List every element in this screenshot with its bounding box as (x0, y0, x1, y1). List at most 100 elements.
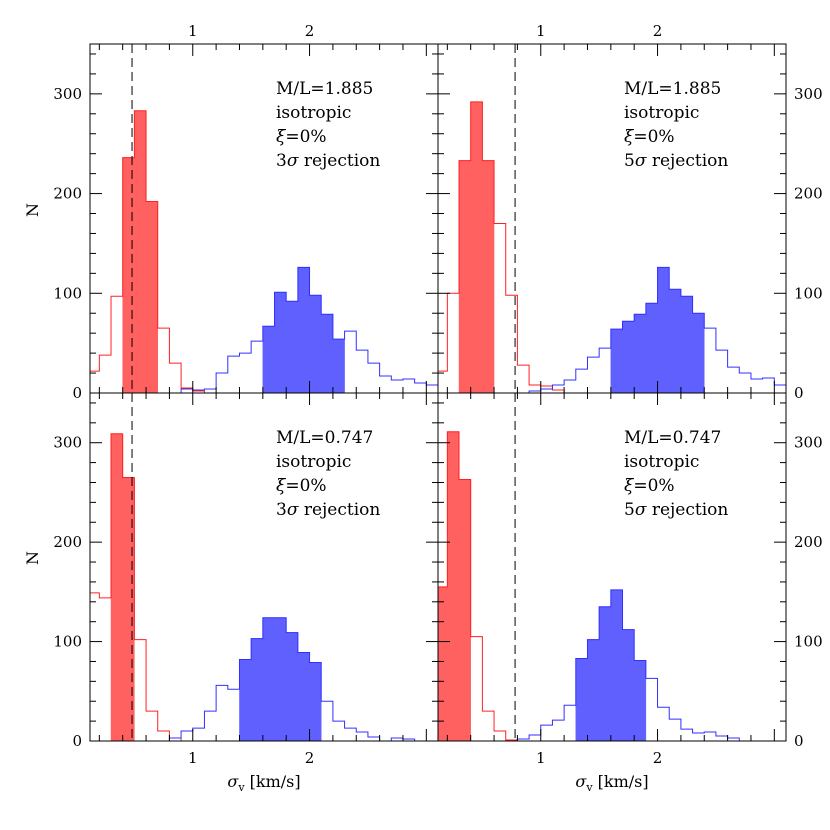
annotation-text: =0% (633, 476, 674, 496)
annotation-line: ξ=0% (624, 127, 675, 147)
annotation-line: 3σ rejection (276, 500, 380, 520)
x-tick-label: 1 (536, 22, 546, 40)
annotation-text: rejection (646, 151, 728, 171)
blue-bar (633, 660, 647, 741)
x-axis-label-unit: [km/s] (245, 772, 301, 791)
annotation-symbol: σ (287, 151, 299, 171)
annotation-line: 3σ rejection (276, 151, 380, 171)
y-tick-label: 100 (53, 284, 82, 302)
y-tick-label: 300 (53, 85, 82, 103)
blue-histogram-outline (157, 266, 438, 393)
annotation-symbol: σ (287, 500, 299, 520)
blue-bar (262, 325, 275, 393)
y-axis-label: N (23, 203, 42, 217)
y-tick-label: 300 (794, 85, 823, 103)
x-axis-label-unit: [km/s] (593, 772, 649, 791)
ticks (438, 44, 786, 394)
blue-bar (598, 606, 612, 741)
annotation-text: 3 (276, 500, 287, 520)
blue-bar (262, 617, 275, 741)
y-tick-label: 200 (794, 185, 823, 203)
annotation-symbol: ξ (276, 476, 287, 496)
blue-bar (610, 328, 623, 393)
panel-frame (437, 392, 787, 742)
red-histogram-outline (90, 433, 193, 741)
annotation-line: 5σ rejection (624, 500, 728, 520)
y-tick-label: 0 (794, 732, 804, 750)
annotation-line: M/L=1.885 (624, 79, 721, 99)
annotation-text: 5 (624, 151, 635, 171)
blue-bar (668, 289, 682, 393)
y-tick-label: 100 (794, 633, 823, 651)
blue-bar (622, 629, 635, 741)
panel-top-right: M/L=1.885 isotropic ξ=0% 5σ rejection (437, 43, 787, 394)
plot-area (90, 393, 427, 741)
y-tick-label: 100 (794, 284, 823, 302)
red-bar (122, 477, 135, 741)
annotation-symbol: ξ (276, 127, 287, 147)
plot-area (438, 44, 786, 393)
annotation-symbol: ξ (624, 127, 635, 147)
y-tick-label: 300 (794, 434, 823, 452)
annotation-line: isotropic (624, 452, 699, 472)
red-bar (447, 431, 460, 741)
red-histogram-outline (438, 431, 530, 741)
red-bar (458, 479, 471, 741)
x-axis-label-subscript: v (585, 781, 593, 794)
y-tick-label: 0 (794, 384, 804, 402)
annotation-line: isotropic (276, 452, 351, 472)
blue-bar (309, 662, 322, 741)
annotation-line: 5σ rejection (624, 151, 728, 171)
panel-bottom-right: M/L=0.747 isotropic ξ=0% 5σ rejection (437, 392, 787, 742)
annotation-line: isotropic (624, 103, 699, 123)
y-tick-label: 0 (72, 732, 82, 750)
red-bar (438, 586, 448, 741)
panel-bottom-left: M/L=0.747 isotropic ξ=0% 3σ rejection (89, 392, 439, 742)
y-tick-label: 200 (53, 185, 82, 203)
y-axis-label: N (23, 551, 42, 565)
annotation-text: =0% (285, 476, 326, 496)
annotation-line: M/L=1.885 (276, 79, 373, 99)
y-tick-label: 300 (53, 434, 82, 452)
blue-bar (633, 313, 647, 393)
x-axis-label-subscript: v (237, 781, 245, 794)
blue-bar (645, 303, 658, 393)
annotation-text: rejection (646, 500, 728, 520)
red-bar (122, 157, 135, 393)
blue-bar (297, 652, 310, 741)
x-axis-label: σv [km/s] (227, 772, 300, 794)
x-tick-label: 2 (305, 749, 315, 767)
annotation-symbol: ξ (624, 476, 635, 496)
blue-bar (274, 292, 287, 393)
blue-bar (610, 589, 623, 741)
y-tick-label: 200 (794, 533, 823, 551)
annotation-text: 3 (276, 151, 287, 171)
y-tick-label: 200 (53, 533, 82, 551)
annotation-line: M/L=0.747 (276, 428, 373, 448)
annotation-text: 5 (624, 500, 635, 520)
red-histogram-outline (90, 110, 228, 393)
blue-bar (332, 338, 345, 393)
blue-bar (297, 267, 310, 393)
red-bar (110, 433, 123, 741)
x-tick-label: 2 (653, 749, 663, 767)
blue-histogram-outline (517, 266, 786, 393)
annotation-line: ξ=0% (276, 127, 327, 147)
y-tick-label: 100 (53, 633, 82, 651)
x-axis-label-symbol: σ (227, 772, 239, 791)
x-tick-label: 2 (653, 22, 663, 40)
blue-bar (285, 301, 299, 393)
annotation-line: isotropic (276, 103, 351, 123)
ticks (90, 44, 438, 394)
blue-bar (250, 638, 264, 741)
annotation-symbol: σ (635, 151, 647, 171)
red-bar (145, 201, 158, 393)
annotation-text: =0% (633, 127, 674, 147)
annotation-symbol: σ (635, 500, 647, 520)
annotation-text: rejection (298, 500, 380, 520)
blue-bar (575, 658, 588, 741)
annotation-line: ξ=0% (276, 476, 327, 496)
y-axis-labels: 0 100 200 300 N 0 100 200 300 0 100 200 300 N 0 100 200 3… (23, 85, 823, 750)
